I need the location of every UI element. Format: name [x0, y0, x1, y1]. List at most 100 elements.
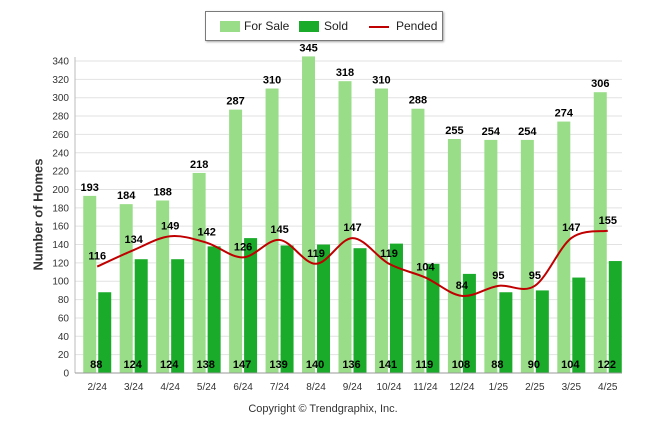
x-tick-label: 6/24: [233, 382, 253, 393]
data-label-for-sale: 254: [518, 126, 537, 138]
data-label-sold: 138: [196, 359, 214, 371]
y-axis-label: Number of Homes: [30, 158, 46, 271]
bar-sold: [280, 245, 294, 373]
data-label-sold: 122: [598, 359, 616, 371]
x-tick-label: 4/24: [160, 382, 180, 393]
data-label-pended: 119: [380, 248, 398, 260]
y-tick-label: 40: [58, 332, 70, 343]
bar-sold: [317, 244, 331, 373]
data-label-pended: 142: [197, 227, 215, 239]
bar-sold: [499, 292, 513, 373]
y-tick-label: 320: [52, 75, 69, 86]
y-tick-label: 160: [52, 222, 69, 233]
data-label-sold: 88: [90, 359, 102, 371]
bar-for-sale: [192, 172, 206, 373]
bar-sold: [426, 263, 440, 373]
data-label-pended: 119: [307, 248, 325, 260]
data-label-sold: 124: [160, 359, 179, 371]
bar-for-sale: [229, 109, 243, 374]
y-tick-label: 100: [52, 277, 69, 288]
legend: For Sale Sold Pended: [205, 11, 443, 41]
y-tick-label: 180: [52, 203, 69, 214]
data-label-for-sale: 218: [190, 159, 208, 171]
data-label-for-sale: 310: [263, 75, 281, 87]
x-tick-label: 2/25: [525, 382, 545, 393]
bar-for-sale: [119, 204, 133, 373]
bar-sold: [171, 259, 185, 373]
bar-for-sale: [374, 88, 388, 373]
bar-sold: [462, 273, 476, 373]
bar-for-sale: [484, 139, 498, 373]
data-label-for-sale: 193: [81, 182, 99, 194]
bar-sold: [98, 292, 112, 373]
data-label-sold: 136: [342, 359, 360, 371]
bar-for-sale: [338, 81, 352, 373]
x-tick-label: 3/25: [562, 382, 582, 393]
data-label-sold: 141: [379, 359, 397, 371]
x-tick-label: 8/24: [306, 382, 326, 393]
bar-for-sale: [265, 88, 279, 373]
bar-sold: [608, 261, 622, 373]
bar-for-sale: [156, 200, 170, 373]
legend-swatch-pended: [369, 26, 389, 28]
data-label-pended: 145: [270, 224, 288, 236]
y-tick-label: 200: [52, 185, 69, 196]
data-label-for-sale: 310: [372, 75, 390, 87]
data-label-sold: 124: [124, 359, 143, 371]
data-label-pended: 95: [529, 270, 541, 282]
data-label-for-sale: 184: [117, 190, 136, 202]
bar-for-sale: [302, 56, 316, 373]
bar-sold: [572, 277, 586, 373]
bar-for-sale: [411, 108, 425, 373]
y-tick-label: 140: [52, 240, 69, 251]
x-tick-label: 7/24: [270, 382, 290, 393]
y-tick-label: 240: [52, 148, 69, 159]
data-label-pended: 147: [562, 222, 580, 234]
y-tick-label: 340: [52, 57, 69, 68]
data-label-sold: 139: [269, 359, 287, 371]
data-label-for-sale: 254: [482, 126, 501, 138]
data-label-for-sale: 255: [445, 125, 463, 137]
bar-for-sale: [520, 139, 534, 373]
y-tick-label: 20: [58, 350, 70, 361]
bar-for-sale: [447, 139, 461, 373]
legend-label-sold: Sold: [324, 19, 349, 33]
data-label-sold: 140: [306, 359, 324, 371]
copyright-footer: Copyright © Trendgraphix, Inc.: [248, 403, 398, 415]
y-tick-label: 0: [63, 369, 69, 380]
bar-sold: [535, 290, 549, 373]
legend-label-for-sale: For Sale: [244, 19, 290, 33]
data-label-for-sale: 188: [153, 186, 171, 198]
y-tick-label: 260: [52, 130, 69, 141]
x-tick-label: 4/25: [598, 382, 618, 393]
data-label-pended: 84: [456, 280, 469, 292]
data-label-sold: 90: [528, 359, 540, 371]
x-tick-label: 11/24: [413, 382, 438, 393]
bar-for-sale: [593, 92, 607, 373]
data-label-pended: 147: [343, 222, 361, 234]
data-label-for-sale: 306: [591, 78, 609, 90]
data-label-for-sale: 345: [299, 42, 317, 54]
x-tick-label: 10/24: [376, 382, 401, 393]
legend-swatch-for-sale: [220, 21, 240, 32]
y-tick-label: 120: [52, 258, 69, 269]
data-label-pended: 134: [125, 234, 144, 246]
x-tick-label: 5/24: [197, 382, 217, 393]
data-label-sold: 147: [233, 359, 251, 371]
legend-swatch-sold: [299, 21, 319, 32]
data-label-pended: 104: [416, 262, 435, 274]
y-tick-label: 60: [58, 313, 70, 324]
x-tick-label: 12/24: [449, 382, 474, 393]
y-tick-label: 300: [52, 93, 69, 104]
y-tick-label: 220: [52, 167, 69, 178]
data-label-for-sale: 318: [336, 67, 354, 79]
data-label-sold: 108: [452, 359, 470, 371]
legend-label-pended: Pended: [396, 19, 438, 33]
y-tick-label: 80: [58, 295, 70, 306]
bar-for-sale: [83, 195, 97, 373]
data-label-pended: 126: [234, 241, 252, 253]
bar-sold: [134, 259, 148, 373]
x-tick-label: 2/24: [87, 382, 107, 393]
